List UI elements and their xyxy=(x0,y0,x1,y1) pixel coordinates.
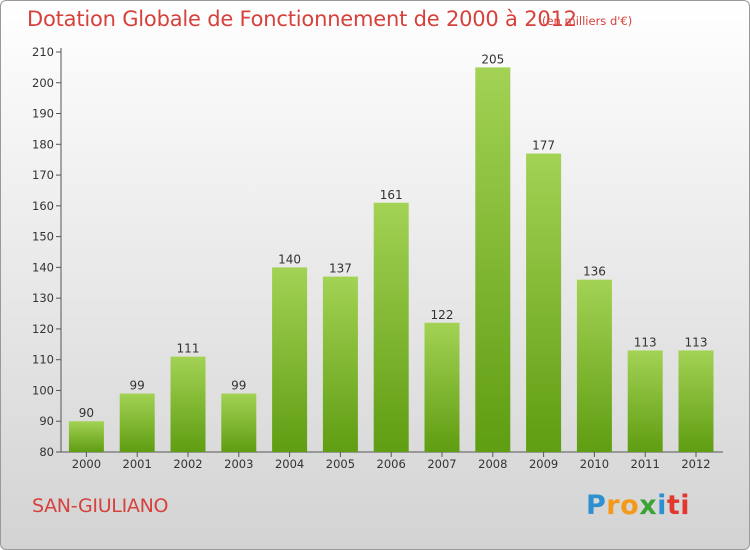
y-tick-label: 90 xyxy=(39,414,54,428)
bar-value-label: 122 xyxy=(431,308,454,322)
x-tick-label: 2001 xyxy=(123,457,152,471)
y-tick-label: 110 xyxy=(32,353,54,367)
bar xyxy=(424,322,460,452)
chart-axes: 80 90 100 110 120 130 140 150 160 170 180 190 200 210… xyxy=(32,45,723,471)
bar-value-label: 205 xyxy=(481,52,504,66)
commune-name: SAN-GIULIANO xyxy=(32,495,169,517)
y-tick-label: 170 xyxy=(32,168,54,182)
bar xyxy=(627,350,663,452)
bar xyxy=(68,421,104,452)
y-tick-label: 190 xyxy=(32,107,54,121)
y-tick-label: 100 xyxy=(32,383,54,397)
proxiti-logo: Proxiti xyxy=(586,490,690,521)
bar xyxy=(170,356,206,452)
bar xyxy=(272,267,308,452)
chart-subtitle: (en milliers d'€) xyxy=(542,14,633,28)
chart-bars xyxy=(68,67,714,453)
bar-value-label: 99 xyxy=(130,379,145,393)
bar xyxy=(119,393,155,452)
bar-value-label: 177 xyxy=(532,139,555,153)
x-tick-label: 2010 xyxy=(580,457,609,471)
x-tick-label: 2003 xyxy=(224,457,253,471)
bar-value-label: 161 xyxy=(380,188,403,202)
y-tick-label: 210 xyxy=(32,45,54,59)
y-tick-label: 160 xyxy=(32,199,54,213)
y-tick-label: 180 xyxy=(32,137,54,151)
bar xyxy=(526,153,562,453)
bar-value-label: 111 xyxy=(177,342,200,356)
bar-value-label: 113 xyxy=(685,335,708,349)
x-tick-label: 2006 xyxy=(377,457,406,471)
bar-value-label: 90 xyxy=(79,406,94,420)
bar xyxy=(373,202,409,452)
y-tick-label: 140 xyxy=(32,260,54,274)
x-tick-label: 2008 xyxy=(478,457,507,471)
chart-data-labels: 90 99 111 99 140 137 161 122 205 177 136 113 113 xyxy=(79,52,708,420)
bar xyxy=(221,393,257,452)
x-tick-label: 2007 xyxy=(427,457,456,471)
bar xyxy=(678,350,714,452)
bar xyxy=(576,279,612,452)
bar-value-label: 140 xyxy=(278,252,301,266)
x-tick-label: 2000 xyxy=(72,457,101,471)
x-tick-label: 2002 xyxy=(173,457,202,471)
y-tick-label: 150 xyxy=(32,230,54,244)
logo-letter: x xyxy=(639,490,658,521)
y-tick-label: 120 xyxy=(32,322,54,336)
bar-value-label: 113 xyxy=(634,335,657,349)
chart-title: Dotation Globale de Fonctionnement de 20… xyxy=(27,7,577,31)
y-tick-label: 130 xyxy=(32,291,54,305)
y-tick-label: 80 xyxy=(39,445,54,459)
bar-value-label: 99 xyxy=(231,379,246,393)
logo-letter: o xyxy=(620,490,640,521)
y-tick-label: 200 xyxy=(32,76,54,90)
x-tick-label: 2011 xyxy=(631,457,660,471)
bar xyxy=(322,276,358,452)
bar-value-label: 137 xyxy=(329,262,352,276)
x-tick-label: 2005 xyxy=(326,457,355,471)
x-tick-label: 2004 xyxy=(275,457,304,471)
logo-letter: ti xyxy=(666,490,691,521)
x-tick-label: 2012 xyxy=(681,457,710,471)
logo-letter: r xyxy=(606,490,621,521)
bar-value-label: 136 xyxy=(583,265,606,279)
logo-letter: i xyxy=(657,490,667,521)
bar xyxy=(475,67,511,452)
logo-letter: P xyxy=(586,490,607,521)
x-tick-label: 2009 xyxy=(529,457,558,471)
